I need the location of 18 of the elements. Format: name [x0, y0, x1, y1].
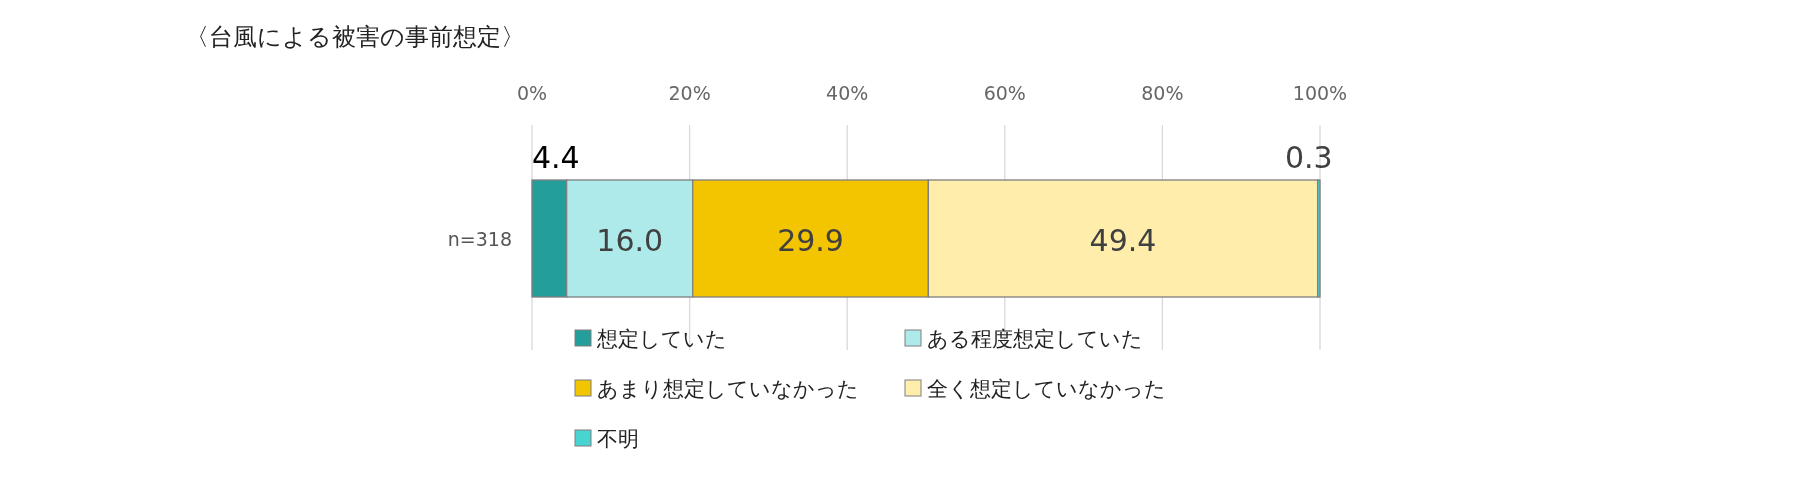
legend-label: 不明 — [597, 427, 639, 451]
chart-title: 〈台風による被害の事前想定〉 — [185, 23, 525, 51]
legend-label: ある程度想定していた — [927, 327, 1143, 351]
data-label: 4.4 — [532, 140, 580, 175]
x-tick-label: 80% — [1141, 82, 1184, 104]
x-tick-label: 0% — [516, 82, 548, 104]
x-tick-label: 60% — [983, 82, 1026, 104]
x-tick-label: 40% — [826, 82, 869, 104]
data-label: 49.4 — [1089, 222, 1157, 258]
y-tick-label: n=318 — [447, 227, 512, 250]
data-label: 0.3 — [1284, 140, 1333, 175]
data-label: 29.9 — [777, 222, 844, 258]
x-tick-label: 20% — [668, 82, 711, 104]
legend-label: あまり想定していなかった — [597, 377, 859, 401]
x-tick-label: 100% — [1292, 82, 1348, 104]
legend-label: 想定していた — [596, 327, 727, 351]
data-label: 16.0 — [596, 222, 664, 258]
legend-label: 全く想定していなかった — [927, 377, 1166, 401]
